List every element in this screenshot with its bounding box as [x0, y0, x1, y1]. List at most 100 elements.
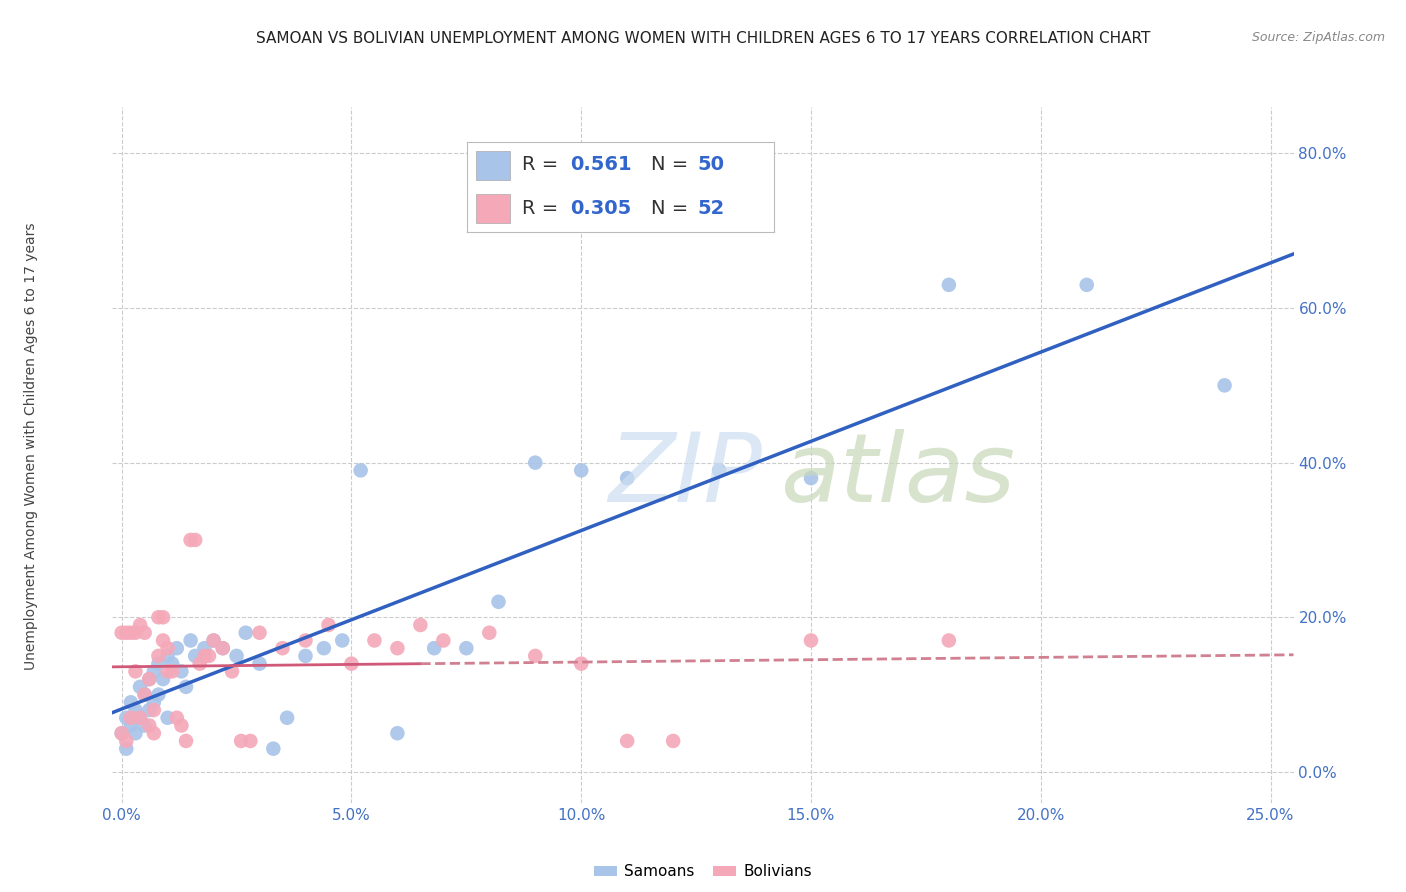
- Point: [148, 688, 170, 702]
- Point: [488, 595, 510, 609]
- Point: [156, 665, 179, 679]
- Point: [569, 463, 592, 477]
- Point: [174, 680, 197, 694]
- Point: [142, 695, 165, 709]
- Text: R =: R =: [522, 155, 565, 175]
- FancyBboxPatch shape: [477, 151, 510, 180]
- Point: [249, 657, 271, 671]
- Point: [616, 471, 638, 485]
- Point: [124, 665, 146, 679]
- Point: [134, 688, 156, 702]
- Legend: Samoans, Bolivians: Samoans, Bolivians: [588, 858, 818, 886]
- Point: [111, 726, 134, 740]
- Point: [120, 711, 142, 725]
- Point: [193, 648, 215, 663]
- Point: [276, 711, 298, 725]
- Point: [124, 726, 146, 740]
- Point: [271, 641, 294, 656]
- Text: 0.305: 0.305: [569, 199, 631, 218]
- Point: [616, 734, 638, 748]
- Point: [115, 711, 138, 725]
- Point: [134, 718, 156, 732]
- Point: [262, 741, 284, 756]
- Point: [148, 610, 170, 624]
- Point: [111, 625, 134, 640]
- Text: ZIP: ZIP: [609, 429, 762, 523]
- Point: [294, 648, 316, 663]
- Point: [156, 711, 179, 725]
- Point: [478, 625, 501, 640]
- Point: [524, 456, 547, 470]
- Point: [193, 641, 215, 656]
- Point: [184, 648, 207, 663]
- Point: [142, 665, 165, 679]
- Point: [115, 741, 138, 756]
- Point: [160, 657, 183, 671]
- Point: [202, 633, 225, 648]
- Point: [938, 633, 960, 648]
- Point: [330, 633, 353, 648]
- Point: [312, 641, 335, 656]
- Point: [111, 726, 134, 740]
- Point: [202, 633, 225, 648]
- Text: atlas: atlas: [780, 429, 1015, 523]
- Point: [129, 680, 152, 694]
- Point: [800, 471, 823, 485]
- Point: [152, 633, 174, 648]
- Text: SAMOAN VS BOLIVIAN UNEMPLOYMENT AMONG WOMEN WITH CHILDREN AGES 6 TO 17 YEARS COR: SAMOAN VS BOLIVIAN UNEMPLOYMENT AMONG WO…: [256, 31, 1150, 46]
- Point: [129, 618, 152, 632]
- Point: [160, 665, 183, 679]
- Point: [129, 711, 152, 725]
- Point: [524, 648, 547, 663]
- Point: [142, 726, 165, 740]
- Point: [707, 463, 730, 477]
- Point: [134, 625, 156, 640]
- Point: [221, 665, 243, 679]
- Point: [225, 648, 247, 663]
- Text: 52: 52: [697, 199, 724, 218]
- Point: [170, 718, 193, 732]
- Point: [170, 665, 193, 679]
- Point: [138, 672, 160, 686]
- Point: [120, 718, 142, 732]
- Point: [174, 734, 197, 748]
- Point: [294, 633, 316, 648]
- Text: Unemployment Among Women with Children Ages 6 to 17 years: Unemployment Among Women with Children A…: [24, 222, 38, 670]
- Point: [1076, 277, 1098, 292]
- Point: [138, 672, 160, 686]
- Point: [142, 703, 165, 717]
- Point: [180, 533, 202, 547]
- Point: [211, 641, 233, 656]
- Text: N =: N =: [651, 199, 695, 218]
- Point: [120, 625, 142, 640]
- Point: [239, 734, 262, 748]
- Point: [409, 618, 432, 632]
- Point: [166, 711, 188, 725]
- Point: [387, 641, 409, 656]
- Point: [432, 633, 454, 648]
- Point: [318, 618, 340, 632]
- Point: [124, 703, 146, 717]
- Point: [115, 734, 138, 748]
- Point: [456, 641, 478, 656]
- Point: [249, 625, 271, 640]
- Point: [138, 718, 160, 732]
- Point: [662, 734, 685, 748]
- Point: [235, 625, 257, 640]
- Point: [156, 641, 179, 656]
- FancyBboxPatch shape: [477, 194, 510, 223]
- Text: N =: N =: [651, 155, 695, 175]
- Point: [129, 711, 152, 725]
- Point: [120, 695, 142, 709]
- Point: [134, 688, 156, 702]
- Point: [211, 641, 233, 656]
- Point: [188, 657, 211, 671]
- Point: [184, 533, 207, 547]
- Point: [156, 648, 179, 663]
- Point: [423, 641, 446, 656]
- Point: [231, 734, 253, 748]
- Point: [138, 703, 160, 717]
- Point: [938, 277, 960, 292]
- Point: [198, 648, 221, 663]
- Point: [349, 463, 371, 477]
